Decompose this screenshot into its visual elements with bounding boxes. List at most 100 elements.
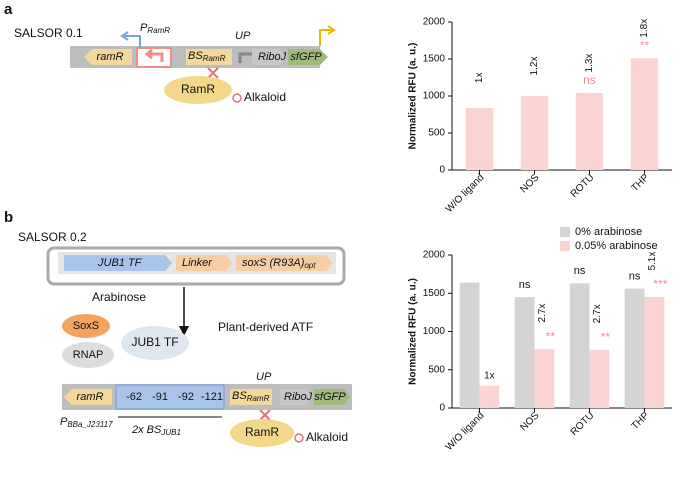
label: BS: [188, 50, 203, 62]
label: BSRamR: [188, 50, 226, 63]
gene: [288, 49, 328, 65]
fold-label: 2.7x: [537, 304, 548, 323]
fold-label: 1.8x: [639, 19, 650, 38]
sig-label: **: [601, 330, 611, 344]
bar: [514, 297, 535, 408]
y-tick-label: 1000: [423, 91, 446, 102]
label-sub: JUB1: [160, 428, 181, 437]
sig-label: ***: [653, 277, 667, 291]
label-sub: RamR: [203, 54, 226, 63]
site-label: -92: [178, 391, 194, 403]
block: [259, 409, 271, 421]
legend-swatch: [560, 241, 570, 251]
arrow-head: [179, 326, 189, 336]
fold-label: 1.3x: [584, 54, 595, 73]
fold-label: 1x: [474, 73, 485, 84]
label: Plant-derived ATF: [218, 320, 313, 334]
y-axis-label: Normalized RFU (a. u.): [408, 278, 419, 385]
sig-label: ns: [583, 73, 596, 87]
site-label: -121: [201, 391, 223, 403]
legend-swatch: [560, 227, 570, 237]
bar: [479, 385, 500, 408]
sig-label: **: [640, 38, 650, 52]
label: SoxS: [73, 320, 99, 332]
gene: [314, 389, 350, 405]
label: UP: [235, 30, 251, 42]
label: 2x BSJUB1: [131, 424, 181, 437]
label: sfGFP: [314, 391, 346, 403]
label: PBBa_J23117: [60, 416, 113, 429]
bar: [644, 297, 665, 408]
y-tick-label: 500: [428, 364, 445, 375]
x-tick-label: NOS: [518, 172, 541, 195]
binding-site: [186, 49, 232, 65]
y-tick-label: 2000: [423, 17, 446, 28]
panel-label: a: [4, 1, 13, 18]
gene: [176, 255, 232, 271]
y-tick-label: 1000: [423, 326, 446, 337]
protein: [121, 326, 189, 360]
protein: [230, 419, 294, 447]
arrow: [319, 25, 336, 46]
bar: [569, 283, 590, 408]
y-tick-label: 1500: [423, 54, 446, 65]
sites: -62 -91 -92 -121: [126, 391, 223, 403]
label: soxS (R93A): [242, 257, 305, 269]
y-tick-label: 2000: [423, 250, 446, 261]
label: Alkaloid: [244, 90, 286, 104]
fold-label: 2.7x: [592, 304, 603, 323]
bar: [589, 349, 610, 408]
panel-label: b: [4, 209, 13, 226]
x-tick-label: ROTU: [569, 410, 597, 438]
label: BSRamR: [232, 390, 270, 403]
riboj: [280, 389, 312, 405]
binding-region: [115, 384, 225, 410]
ligand: [294, 433, 304, 443]
y-axis-label: Normalized RFU (a. u.): [408, 43, 419, 150]
bar: [465, 107, 494, 170]
y-tick-label: 0: [439, 165, 445, 176]
bar: [575, 93, 604, 170]
ligand: [232, 93, 242, 103]
binding-site: [230, 389, 272, 405]
fold-label: 1x: [484, 370, 495, 381]
legend-label: 0% arabinose: [575, 226, 642, 238]
gene: [64, 255, 172, 271]
label: BS: [232, 390, 247, 402]
label: UP: [256, 371, 272, 383]
block: [207, 67, 219, 79]
label: Alkaloid: [306, 430, 348, 444]
gene: [236, 255, 333, 271]
y-tick-label: 500: [428, 128, 445, 139]
protein: [62, 342, 114, 368]
label: RamR: [245, 425, 279, 439]
y-tick-label: 0: [439, 403, 445, 414]
bar: [520, 96, 549, 170]
charts: 0 500 1000 1500 2000 Normalized RFU (a. u.) W/…: [408, 17, 672, 453]
label: sfGFP: [290, 51, 322, 63]
label: P: [60, 416, 68, 428]
label-sub: RamR: [147, 26, 170, 35]
x-tick-label: THP: [630, 410, 652, 432]
construct-title: SALSOR 0.1: [14, 26, 83, 40]
promoter: [136, 47, 172, 68]
label: RiboJ: [258, 51, 287, 63]
construct-title: SALSOR 0.2: [18, 230, 87, 244]
promoter-arrow: [144, 48, 164, 62]
label: JUB1 TF: [97, 257, 143, 269]
bar: [534, 349, 555, 408]
gene: [64, 389, 112, 405]
label: RiboJ: [284, 391, 313, 403]
label: Arabinose: [92, 290, 146, 304]
protein: [62, 314, 110, 338]
plasmid: [46, 246, 346, 286]
label: RamR: [181, 82, 215, 96]
site-label: -62: [126, 391, 142, 403]
riboj: [252, 49, 286, 65]
x-tick-label: NOS: [518, 410, 541, 433]
protein: [164, 76, 232, 104]
sig-label: ns: [519, 279, 531, 291]
bar: [459, 282, 480, 408]
label-sub: opt: [304, 261, 316, 270]
